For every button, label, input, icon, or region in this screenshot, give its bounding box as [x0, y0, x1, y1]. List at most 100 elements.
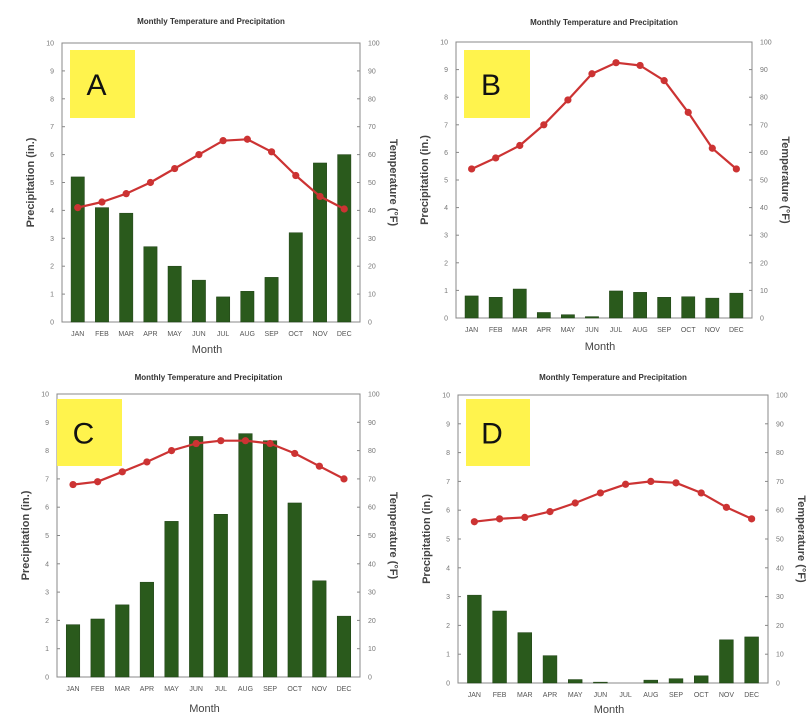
y-tick-label: 6 [50, 152, 54, 159]
precipitation-bar [216, 296, 231, 323]
temperature-point [596, 489, 604, 497]
y2-tick-label: 70 [760, 122, 768, 129]
precipitation-bar [536, 312, 551, 319]
precipitation-bar [705, 297, 720, 319]
precipitation-bar [561, 314, 575, 319]
temperature-point [171, 164, 179, 173]
y-tick-label: 2 [446, 623, 450, 630]
x-tick-label: APR [140, 686, 154, 693]
chart-letter-badge [70, 50, 135, 118]
y-tick-label: 9 [50, 68, 54, 75]
x-tick-label: SEP [669, 692, 683, 699]
y-tick-label: 8 [446, 450, 450, 457]
y-axis-label: Precipitation (in.) [421, 494, 433, 584]
y2-tick-label: 90 [368, 68, 376, 75]
y2-tick-label: 20 [760, 260, 768, 267]
y-tick-label: 9 [446, 421, 450, 428]
precipitation-bar [119, 212, 134, 323]
y2-tick-label: 10 [776, 652, 784, 659]
precipitation-bar [336, 615, 352, 678]
y-axis-label: Precipitation (in.) [25, 137, 37, 227]
temperature-point [612, 59, 620, 67]
y2-tick-label: 0 [760, 316, 764, 323]
temperature-point [647, 477, 655, 485]
precipitation-bar [115, 604, 130, 678]
y2-axis-label: Temperature (°F) [795, 495, 807, 583]
y-tick-label: 0 [45, 675, 49, 682]
y-tick-label: 8 [444, 95, 448, 102]
y2-tick-label: 80 [368, 448, 376, 455]
temperature-point [143, 458, 151, 466]
y2-tick-label: 60 [368, 505, 376, 512]
x-tick-label: JUL [610, 327, 623, 334]
precipitation-bar [143, 246, 158, 323]
y-tick-label: 5 [50, 180, 54, 187]
temperature-point [540, 121, 548, 129]
x-tick-label: AUG [633, 327, 648, 334]
y-tick-label: 10 [41, 392, 49, 399]
y-tick-label: 10 [440, 40, 448, 47]
x-tick-label: FEB [95, 331, 109, 338]
y2-tick-label: 10 [760, 288, 768, 295]
temperature-point [564, 96, 572, 104]
y-tick-label: 1 [45, 646, 49, 653]
chart-letter: B [481, 69, 501, 102]
precipitation-bar [542, 655, 558, 684]
precipitation-bar [512, 288, 527, 319]
chart-b: Monthly Temperature and Precipitation 0 1 2… [419, 18, 791, 353]
temperature-point [219, 137, 227, 145]
y2-tick-label: 100 [368, 392, 380, 399]
x-tick-label: OCT [694, 692, 710, 699]
y2-tick-label: 100 [776, 393, 788, 400]
y2-tick-label: 80 [776, 450, 784, 457]
precipitation-bar [164, 521, 179, 678]
precipitation-bar [312, 580, 327, 678]
temperature-line [77, 138, 345, 210]
x-axis-label: Month [189, 703, 220, 715]
x-tick-label: NOV [705, 327, 721, 334]
y-tick-label: 7 [45, 476, 49, 483]
temperature-point [74, 204, 82, 212]
y2-axis-label: Temperature (°F) [387, 139, 399, 227]
temperature-point [468, 165, 476, 173]
y-tick-label: 2 [50, 264, 54, 271]
temperature-point [571, 499, 579, 507]
x-tick-label: SEP [263, 686, 277, 693]
y2-axis-label: Temperature (°F) [387, 492, 399, 580]
y2-tick-label: 0 [368, 320, 372, 327]
precipitation-bar [464, 295, 479, 319]
temperature-point [672, 479, 680, 487]
temperature-point [98, 198, 106, 206]
x-tick-label: NOV [719, 692, 735, 699]
y-tick-label: 3 [446, 594, 450, 601]
y-tick-label: 8 [50, 96, 54, 103]
y-tick-label: 5 [45, 533, 49, 540]
temperature-point [241, 437, 250, 445]
temperature-point [267, 148, 276, 156]
precipitation-bar [643, 679, 658, 684]
y2-tick-label: 0 [776, 681, 780, 688]
y2-tick-label: 20 [368, 618, 376, 625]
temperature-point [697, 489, 705, 497]
chart-letter: D [481, 418, 503, 451]
chart-letter: A [86, 69, 106, 102]
precipitation-bar [238, 433, 253, 678]
x-tick-label: AUG [643, 692, 658, 699]
x-tick-label: JAN [468, 692, 481, 699]
chart-letter-badge [466, 399, 530, 466]
temperature-point [546, 508, 554, 516]
temperature-line [474, 480, 753, 523]
x-tick-label: DEC [744, 692, 759, 699]
chart-title: Monthly Temperature and Precipitation [539, 373, 687, 382]
x-tick-label: JUN [189, 686, 203, 693]
y-tick-label: 6 [446, 508, 450, 515]
y-tick-label: 4 [446, 565, 450, 572]
y-tick-label: 5 [446, 537, 450, 544]
y2-tick-label: 60 [760, 150, 768, 157]
x-tick-label: NOV [312, 331, 328, 338]
temperature-point [146, 178, 155, 187]
y-tick-label: 0 [446, 681, 450, 688]
y2-tick-label: 50 [368, 533, 376, 540]
temperature-point [266, 439, 274, 448]
y-tick-label: 0 [50, 320, 54, 327]
